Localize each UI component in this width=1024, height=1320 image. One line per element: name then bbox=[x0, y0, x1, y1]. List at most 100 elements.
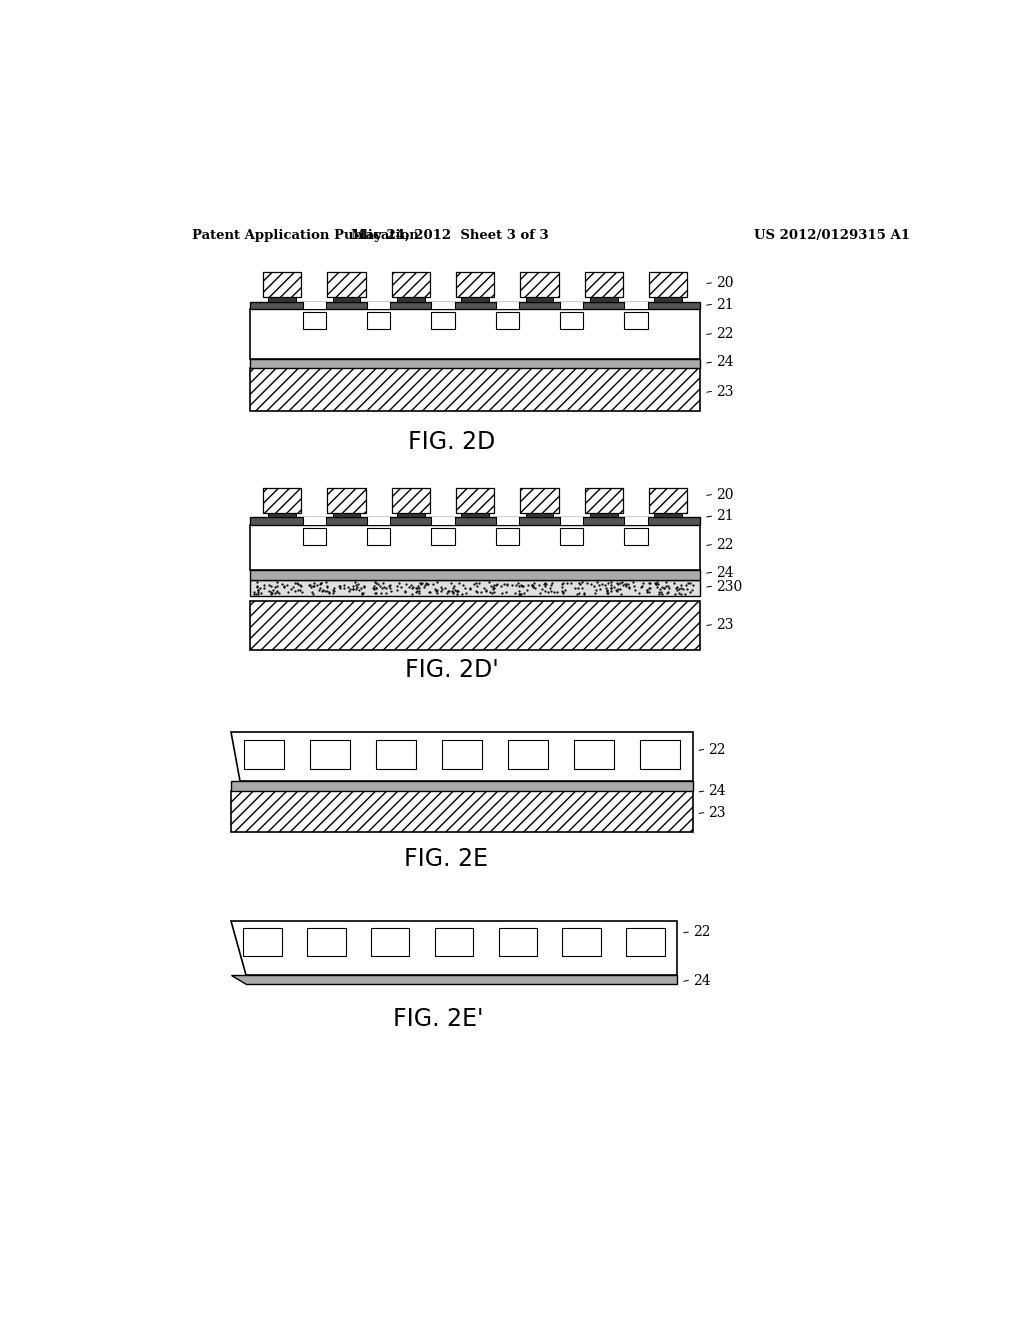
Bar bbox=[496, 302, 519, 309]
Text: FIG. 2D: FIG. 2D bbox=[409, 430, 496, 454]
Bar bbox=[560, 528, 584, 545]
Bar bbox=[371, 928, 410, 956]
Text: Patent Application Publication: Patent Application Publication bbox=[193, 228, 419, 242]
Text: US 2012/0129315 A1: US 2012/0129315 A1 bbox=[755, 228, 910, 242]
Text: FIG. 2D': FIG. 2D' bbox=[406, 659, 499, 682]
Polygon shape bbox=[230, 974, 677, 983]
Bar bbox=[560, 517, 584, 525]
Bar bbox=[303, 302, 326, 309]
Bar bbox=[333, 512, 360, 517]
Bar bbox=[625, 517, 647, 525]
Bar bbox=[573, 739, 613, 770]
Bar bbox=[244, 739, 284, 770]
Text: 23: 23 bbox=[708, 807, 726, 820]
Bar bbox=[499, 928, 537, 956]
Bar bbox=[307, 928, 346, 956]
Bar bbox=[560, 302, 584, 309]
Text: 24: 24 bbox=[692, 974, 711, 987]
Bar bbox=[525, 512, 553, 517]
Bar bbox=[250, 302, 700, 309]
Bar bbox=[649, 272, 687, 297]
Text: 21: 21 bbox=[716, 298, 733, 312]
Text: 23: 23 bbox=[716, 384, 733, 399]
Text: 20: 20 bbox=[716, 488, 733, 502]
Bar bbox=[456, 272, 495, 297]
Bar bbox=[625, 302, 647, 309]
Bar bbox=[263, 272, 301, 297]
Text: 24: 24 bbox=[716, 355, 733, 370]
Polygon shape bbox=[230, 921, 677, 974]
Bar bbox=[250, 601, 700, 649]
Bar bbox=[397, 512, 425, 517]
Bar bbox=[625, 313, 647, 330]
Bar bbox=[520, 272, 559, 297]
Bar bbox=[250, 581, 700, 595]
Bar bbox=[520, 488, 559, 512]
Bar bbox=[496, 528, 519, 545]
Bar bbox=[303, 517, 326, 525]
Bar bbox=[230, 792, 692, 832]
Bar bbox=[654, 297, 682, 302]
Bar bbox=[333, 297, 360, 302]
Bar bbox=[268, 512, 296, 517]
Bar bbox=[263, 488, 301, 512]
Bar bbox=[367, 517, 390, 525]
Text: 23: 23 bbox=[716, 618, 733, 632]
Text: 22: 22 bbox=[708, 743, 726, 756]
Text: FIG. 2E: FIG. 2E bbox=[404, 847, 488, 871]
Text: May 24, 2012  Sheet 3 of 3: May 24, 2012 Sheet 3 of 3 bbox=[351, 228, 549, 242]
Bar bbox=[328, 488, 366, 512]
Bar bbox=[303, 313, 326, 330]
Text: 20: 20 bbox=[716, 276, 733, 290]
Bar bbox=[328, 272, 366, 297]
Bar bbox=[461, 512, 489, 517]
Bar bbox=[391, 488, 430, 512]
Bar bbox=[441, 739, 481, 770]
Text: 22: 22 bbox=[692, 925, 711, 940]
Bar bbox=[590, 512, 617, 517]
Bar bbox=[590, 297, 617, 302]
Bar bbox=[496, 517, 519, 525]
Bar bbox=[250, 359, 700, 368]
Bar bbox=[560, 313, 584, 330]
Bar bbox=[625, 528, 647, 545]
Bar bbox=[367, 313, 390, 330]
Text: 22: 22 bbox=[716, 539, 733, 552]
Bar bbox=[640, 739, 680, 770]
Bar bbox=[585, 272, 623, 297]
Bar bbox=[250, 570, 700, 581]
Text: 24: 24 bbox=[708, 784, 726, 799]
Bar bbox=[496, 313, 519, 330]
Bar bbox=[585, 488, 623, 512]
Bar bbox=[456, 488, 495, 512]
Bar bbox=[525, 297, 553, 302]
Bar bbox=[461, 297, 489, 302]
Bar bbox=[654, 512, 682, 517]
Bar bbox=[626, 928, 665, 956]
Bar bbox=[376, 739, 416, 770]
Polygon shape bbox=[230, 733, 692, 780]
Text: 22: 22 bbox=[716, 327, 733, 341]
Bar bbox=[309, 739, 349, 770]
Bar bbox=[250, 525, 700, 570]
Bar bbox=[303, 528, 326, 545]
Text: 230: 230 bbox=[716, 579, 742, 594]
Bar bbox=[250, 517, 700, 525]
Bar bbox=[435, 928, 473, 956]
Bar bbox=[244, 928, 282, 956]
Bar bbox=[250, 309, 700, 359]
Text: 24: 24 bbox=[716, 566, 733, 579]
Bar bbox=[250, 368, 700, 411]
Bar bbox=[230, 780, 692, 792]
Text: FIG. 2E': FIG. 2E' bbox=[393, 1007, 483, 1031]
Bar bbox=[431, 517, 455, 525]
Bar bbox=[391, 272, 430, 297]
Bar bbox=[508, 739, 548, 770]
Text: 21: 21 bbox=[716, 510, 733, 524]
Bar bbox=[367, 528, 390, 545]
Bar bbox=[431, 528, 455, 545]
Bar bbox=[268, 297, 296, 302]
Bar bbox=[562, 928, 601, 956]
Bar bbox=[649, 488, 687, 512]
Bar bbox=[367, 302, 390, 309]
